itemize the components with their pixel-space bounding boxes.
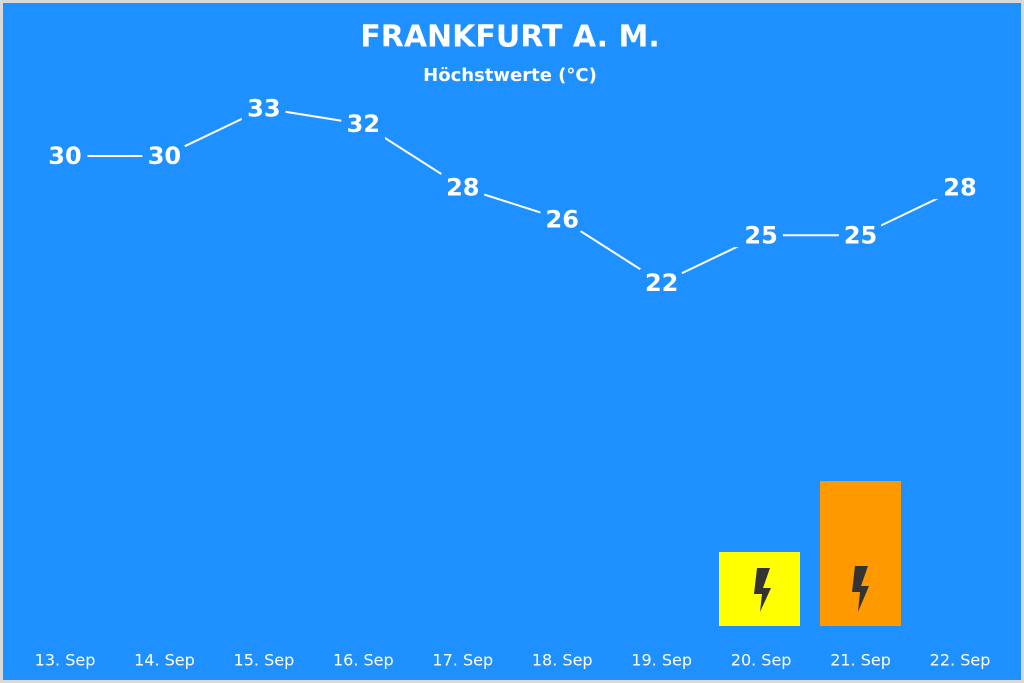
x-tick-label: 18. Sep: [532, 651, 593, 670]
data-label: 30: [148, 142, 181, 170]
data-label: 28: [446, 174, 479, 202]
x-tick-label: 19. Sep: [631, 651, 692, 670]
x-tick-label: 21. Sep: [830, 651, 891, 670]
lightning-icon: [754, 568, 771, 612]
data-label: 32: [347, 110, 380, 138]
x-tick-label: 16. Sep: [333, 651, 394, 670]
warning-yellow: [719, 552, 800, 626]
chart-title: FRANKFURT A. M.: [360, 20, 660, 55]
data-label: 30: [48, 142, 81, 170]
data-label: 28: [943, 174, 976, 202]
data-label: 22: [645, 269, 678, 297]
x-tick-label: 17. Sep: [432, 651, 493, 670]
x-tick-label: 13. Sep: [35, 651, 96, 670]
data-label: 26: [546, 205, 579, 233]
x-tick-label: 14. Sep: [134, 651, 195, 670]
warning-orange: [820, 481, 901, 626]
line: [65, 107, 961, 285]
plot: 13. Sep 14. Sep 15. Sep 16. Sep 17. Sep 18. S…: [35, 87, 991, 670]
x-tick-label: 15. Sep: [234, 651, 295, 670]
data-label: 33: [247, 94, 280, 122]
data-label: 25: [744, 221, 777, 249]
lightning-icon: [852, 566, 869, 612]
x-tick-label: 20. Sep: [731, 651, 792, 670]
data-label: 25: [844, 221, 877, 249]
x-tick-label: 22. Sep: [930, 651, 991, 670]
chart-subtitle: Höchstwerte (°C): [423, 65, 597, 86]
